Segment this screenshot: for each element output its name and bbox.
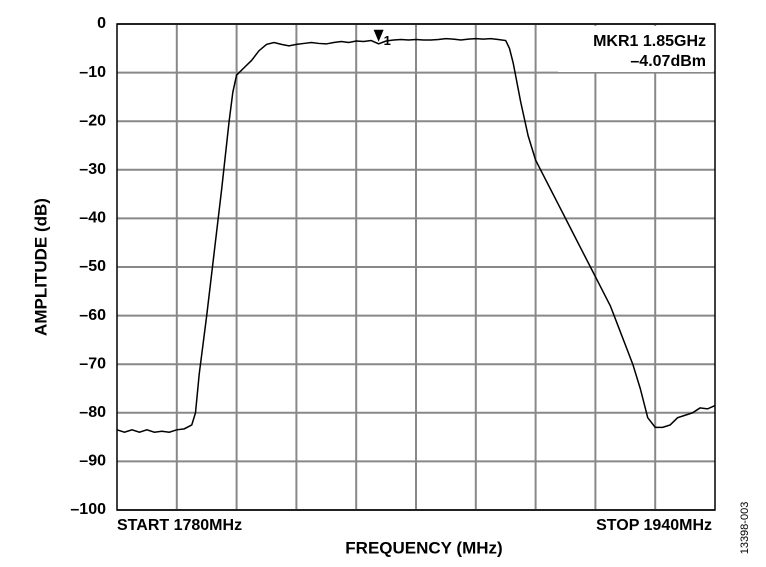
y-tick-label: –100: [70, 501, 106, 518]
y-tick-label: –20: [79, 112, 106, 129]
y-tick-label: –30: [79, 161, 106, 178]
annotation-box: [558, 26, 713, 72]
trace: [116, 37, 716, 434]
y-tick-label: –40: [79, 210, 106, 227]
y-axis-label: AMPLITUDE (dB): [31, 198, 50, 336]
y-tick-label: –10: [79, 64, 106, 81]
y-tick-label: 0: [97, 15, 106, 32]
y-tick-label: –70: [79, 355, 106, 372]
y-tick-label: –50: [79, 258, 106, 275]
stop-label: STOP 1940MHz: [596, 517, 712, 534]
y-tick-label: –60: [79, 307, 106, 324]
marker: [373, 29, 384, 42]
marker-label: 1: [384, 33, 391, 48]
start-label: START 1780MHz: [117, 517, 242, 534]
x-axis-label: FREQUENCY (MHz): [345, 538, 502, 557]
annotation-text: MKR1 1.85GHz: [593, 33, 706, 50]
plot-frame: [116, 23, 716, 511]
y-tick-label: –90: [79, 453, 106, 470]
annotation-text: –4.07dBm: [630, 53, 706, 70]
figure-id: 13398-003: [739, 502, 751, 555]
y-tick-label: –80: [79, 404, 106, 421]
